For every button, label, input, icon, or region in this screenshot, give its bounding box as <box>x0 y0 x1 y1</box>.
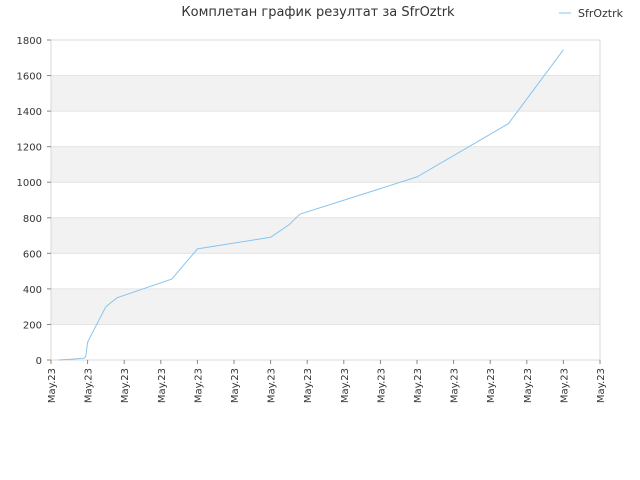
x-tick-label: May.23 <box>230 368 241 403</box>
y-tick-label: 1400 <box>17 107 42 118</box>
x-tick-label: May.23 <box>523 368 534 403</box>
x-tick-label: May.23 <box>47 368 58 403</box>
grid-band <box>51 288 600 325</box>
y-tick-label: 1000 <box>17 178 42 189</box>
grid-band <box>51 75 600 112</box>
series-layer <box>58 49 564 361</box>
y-tick-label: 800 <box>23 214 42 225</box>
y-tick-label: 200 <box>23 320 42 331</box>
legend-label: SfrOztrk <box>578 7 624 20</box>
x-tick-label: May.23 <box>84 368 95 403</box>
grid-band <box>51 217 600 254</box>
x-tick-label: May.23 <box>340 368 351 403</box>
y-tick-label: 1200 <box>17 143 42 154</box>
y-tick-label: 1600 <box>17 72 42 83</box>
grid-bands <box>51 40 600 360</box>
x-tick-label: May.23 <box>157 368 168 403</box>
x-axis: May.23 May.23 May.23 May.23 May.23 May.23 May.… <box>47 360 607 403</box>
x-tick-label: May.23 <box>450 368 461 403</box>
grid-band <box>51 253 600 289</box>
y-tick-label: 400 <box>23 285 42 296</box>
legend: SfrOztrk <box>559 7 624 20</box>
x-tick-label: May.23 <box>596 368 607 403</box>
grid-band <box>51 146 600 183</box>
x-tick-label: May.23 <box>376 368 387 403</box>
chart-title: Комплетан график резултат за SfrOztrk <box>181 5 455 20</box>
x-tick-label: May.23 <box>303 368 314 403</box>
x-tick-label: May.23 <box>559 368 570 403</box>
x-tick-label: May.23 <box>193 368 204 403</box>
grid-band <box>51 182 600 218</box>
plot-area <box>50 39 601 361</box>
grid-band <box>51 324 600 360</box>
y-tick-label: 600 <box>23 249 42 260</box>
series-line <box>58 49 564 361</box>
x-tick-label: May.23 <box>120 368 131 403</box>
y-tick-label: 1800 <box>17 36 42 47</box>
grid-band <box>51 40 600 76</box>
y-tick-label: 0 <box>36 356 42 367</box>
y-axis: 0 200 400 600 800 1000 1200 1400 1600 1800 <box>17 36 51 367</box>
x-tick-label: May.23 <box>413 368 424 403</box>
x-tick-label: May.23 <box>267 368 278 403</box>
grid-band <box>51 111 600 147</box>
x-tick-label: May.23 <box>486 368 497 403</box>
